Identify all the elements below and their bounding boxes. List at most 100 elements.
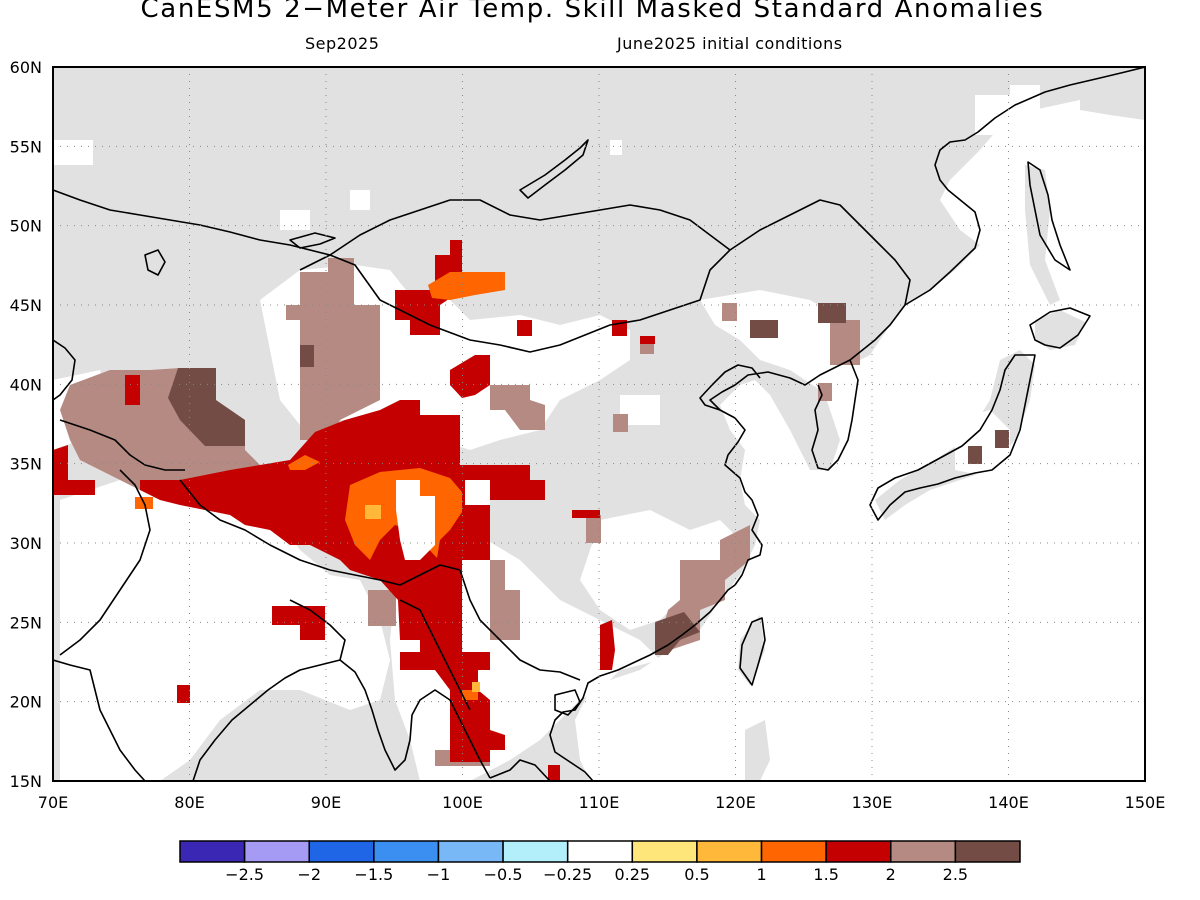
anomaly-2-cell-1 xyxy=(722,303,737,321)
colorbar xyxy=(179,840,1021,863)
anomaly-2.5-area-pamir xyxy=(168,368,245,446)
colorbar-swatch xyxy=(825,840,892,863)
anomaly-2.5-cell-japan-1 xyxy=(968,446,982,464)
near-zero-area-south-china xyxy=(580,510,740,630)
longitude-tick-label: 80E xyxy=(174,793,204,812)
masked-land-hokkaido xyxy=(1035,310,1085,350)
colorbar-label: 1 xyxy=(756,865,766,884)
near-zero-area-cell-4 xyxy=(140,645,170,665)
masked-land-luzon xyxy=(745,720,770,781)
chart-title: CanESM5 2−Meter Air Temp. Skill Masked S… xyxy=(140,0,1045,24)
colorbar-swatch xyxy=(760,840,827,863)
anomaly-2-cell-7 xyxy=(68,400,96,416)
longitude-tick-label: 130E xyxy=(852,793,893,812)
colorbar-swatch xyxy=(502,840,569,863)
masked-land-kamchatka xyxy=(1080,70,1145,120)
latitude-tick-label: 50N xyxy=(10,217,42,236)
near-zero-area-india xyxy=(60,480,390,781)
coastline-hainan xyxy=(554,689,581,716)
coastline-india-east xyxy=(192,659,341,781)
colorbar-swatch xyxy=(437,840,504,863)
anomaly-1.5-layer xyxy=(53,240,655,781)
coastline-aral xyxy=(144,249,166,276)
anomaly-1.5-cell-7 xyxy=(125,375,140,405)
anomaly-1.5-cell-4 xyxy=(177,685,190,703)
near-zero-area-nw xyxy=(53,140,93,165)
near-zero-hole-3 xyxy=(245,560,260,600)
anomaly-1.5-area-west xyxy=(53,445,95,495)
near-zero-hole-2 xyxy=(410,340,430,380)
colorbar-label: 0.5 xyxy=(684,865,709,884)
anomaly-2-cell-4 xyxy=(586,515,601,543)
border-myanmar xyxy=(399,599,471,711)
anomaly-1-area-tibet-west xyxy=(288,455,320,470)
latitude-ticks: 15N 20N 25N 30N 35N 40N 45N 50N 55N 60N xyxy=(10,58,42,791)
anomaly-0.5-cell-2 xyxy=(472,682,480,692)
coastline-hokkaido xyxy=(1029,307,1091,349)
coastline-korea xyxy=(811,359,859,471)
latitude-tick-label: 60N xyxy=(10,58,42,77)
map-gridlines xyxy=(53,67,1145,781)
anomaly-1.5-cell-1 xyxy=(517,320,532,336)
anomaly-1.5-area-himalaya xyxy=(272,606,325,640)
latitude-tick-label: 15N xyxy=(10,772,42,791)
longitude-tick-label: 140E xyxy=(988,793,1029,812)
anomaly-2.5-cell-beijing xyxy=(750,320,778,338)
anomaly-2.5-cell-tarim xyxy=(300,345,314,367)
colorbar-swatch xyxy=(566,840,634,863)
anomaly-1.5-cell-6 xyxy=(572,510,600,518)
near-zero-area-cell-2 xyxy=(610,140,622,155)
border-indochina xyxy=(459,569,581,681)
anomaly-2.5-cell-japan-2 xyxy=(995,430,1009,448)
near-zero-area-cell-1 xyxy=(350,190,370,210)
coastline-japan xyxy=(869,354,1036,521)
border-himalaya xyxy=(179,479,461,586)
anomaly-1.5-area-dzungaria xyxy=(395,240,462,335)
border-pakistan xyxy=(59,469,151,656)
colorbar-label: −1 xyxy=(427,865,451,884)
anomaly-1-area-dzungaria xyxy=(428,272,505,300)
colorbar-swatch xyxy=(631,840,698,863)
colorbar-labels: −2.5 −2 −1.5 −1 −0.5 −0.25 0.25 0.5 1 1.5 2 2.5 xyxy=(225,865,968,884)
anomaly-1.5-area-qaidam xyxy=(450,355,490,398)
longitude-tick-label: 100E xyxy=(442,793,483,812)
colorbar-swatch xyxy=(373,840,440,863)
anomaly-0.5-cell-1 xyxy=(365,505,381,519)
latitude-tick-label: 35N xyxy=(10,455,42,474)
border-russia-kazakh xyxy=(53,189,331,256)
coastline-taiwan xyxy=(739,617,766,686)
latitude-tick-label: 45N xyxy=(10,296,42,315)
latitude-tick-label: 40N xyxy=(10,375,42,394)
longitude-tick-label: 90E xyxy=(311,793,341,812)
near-zero-hole-tibet xyxy=(396,480,435,560)
anomaly-1-cell-2 xyxy=(462,690,478,700)
colorbar-label: 2 xyxy=(886,865,896,884)
anomaly-2-cell-yunnan xyxy=(368,590,396,626)
initial-conditions: June2025 initial conditions xyxy=(617,34,843,53)
coastline-gulf-thailand xyxy=(489,759,551,781)
masked-land-japan xyxy=(875,350,1035,520)
colorbar-label: 0.25 xyxy=(614,865,650,884)
anomaly-0.5-layer xyxy=(365,505,480,692)
longitude-tick-label: 120E xyxy=(715,793,756,812)
anomaly-1.5-area-tibet xyxy=(140,400,545,660)
anomaly-2.5-cell-korea-n xyxy=(818,303,846,323)
coastline-baikal xyxy=(519,139,589,199)
coastline-bohai xyxy=(699,364,761,411)
anomaly-2-area-sichuan xyxy=(490,560,520,640)
anomaly-2-area-tibet-east xyxy=(490,385,545,430)
valid-month: Sep2025 xyxy=(305,34,380,53)
near-zero-area-cell-3 xyxy=(280,210,310,230)
coastline-india xyxy=(53,659,146,781)
anomaly-1.5-cell-3 xyxy=(640,336,655,344)
latitude-tick-label: 55N xyxy=(10,137,42,156)
colorbar-swatch xyxy=(954,840,1021,863)
colorbar-swatch xyxy=(308,840,375,863)
map-frame xyxy=(52,66,1146,782)
longitude-tick-label: 110E xyxy=(579,793,620,812)
border-china-north xyxy=(299,199,911,353)
near-zero-holes xyxy=(245,340,490,600)
anomaly-2-cell-3 xyxy=(613,414,628,432)
border-bangladesh xyxy=(289,599,346,661)
